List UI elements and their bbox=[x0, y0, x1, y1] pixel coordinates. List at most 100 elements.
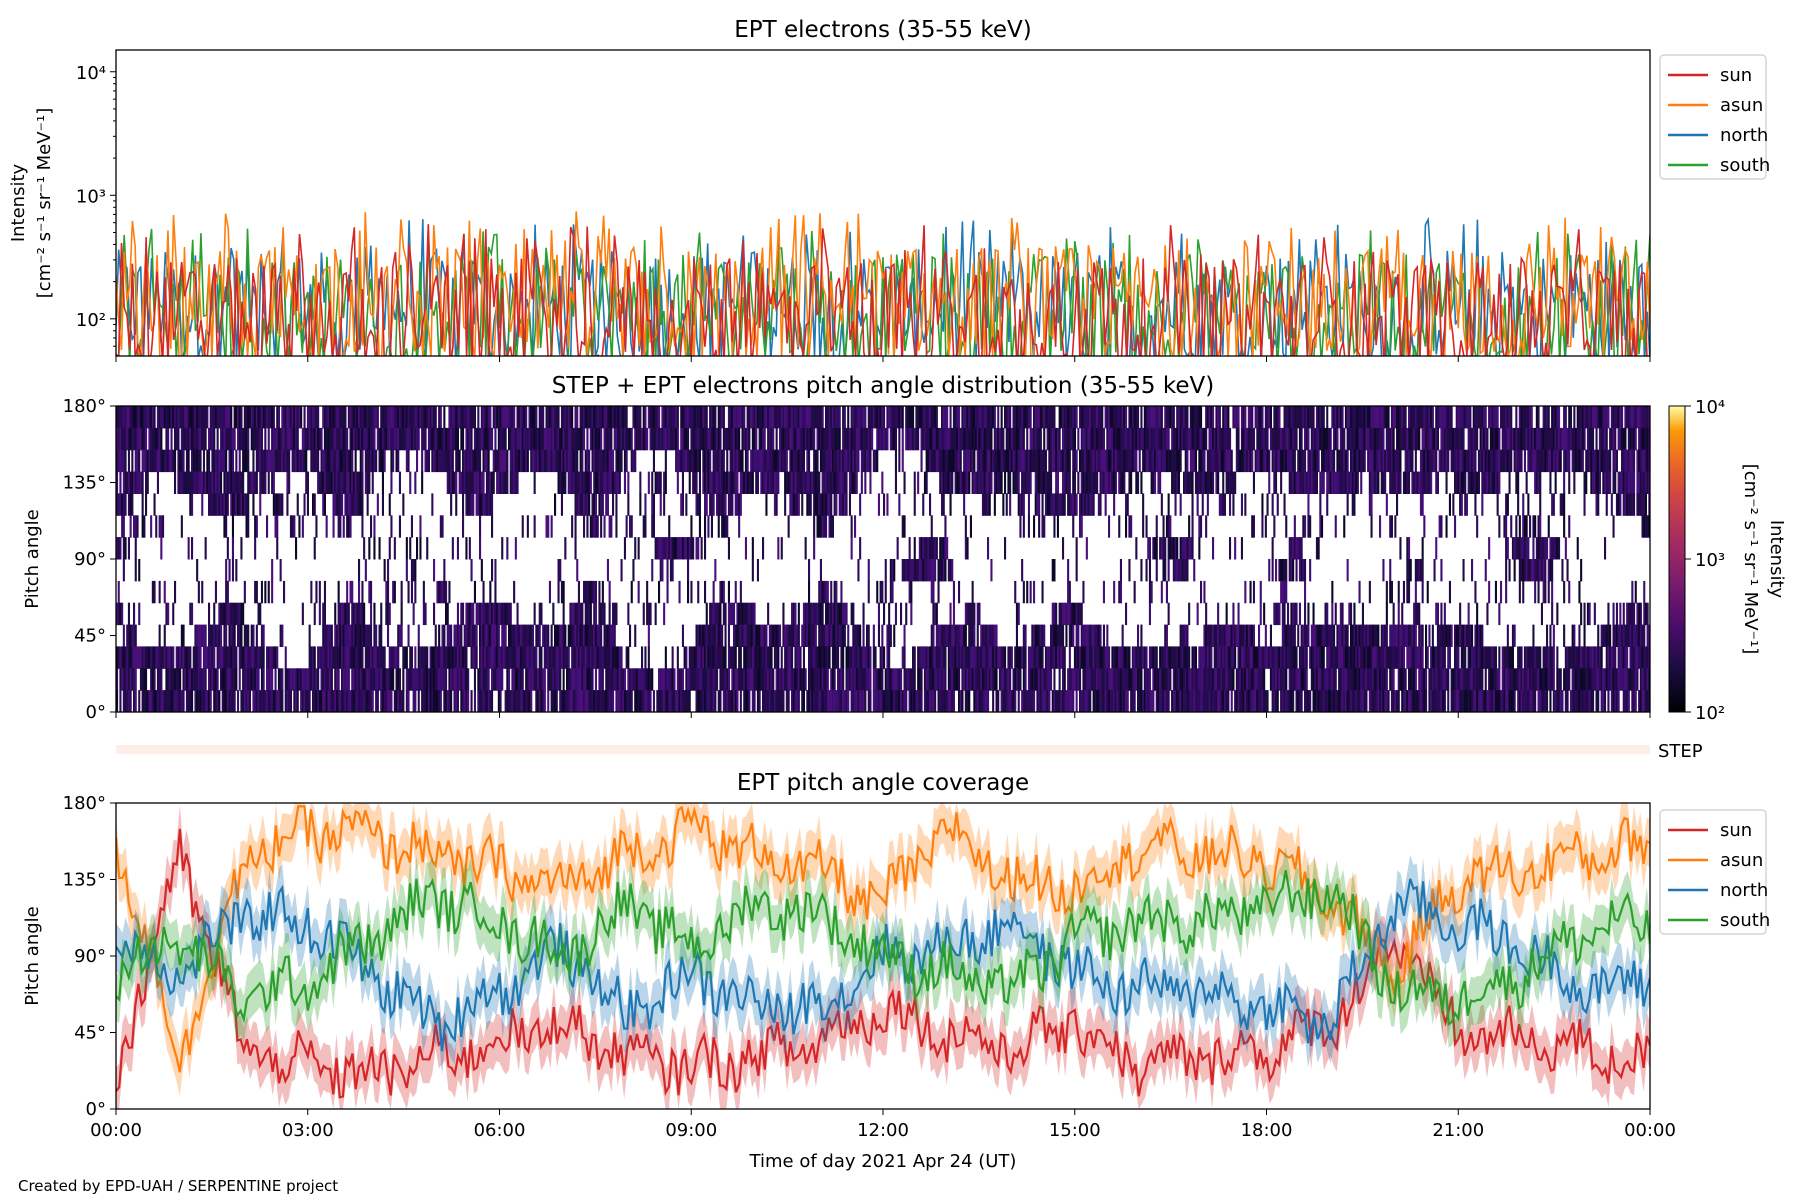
heatmap-cell bbox=[337, 580, 340, 604]
heatmap-cell bbox=[958, 646, 961, 669]
heatmap-cell bbox=[1125, 449, 1128, 473]
heatmap-cell bbox=[320, 471, 323, 494]
heatmap-cell bbox=[313, 493, 316, 516]
heatmap-cell bbox=[908, 668, 911, 691]
heatmap-cell bbox=[235, 449, 238, 473]
heatmap-cell bbox=[388, 646, 391, 669]
heatmap-cell bbox=[1073, 602, 1076, 626]
intensity-y-label: Intensity bbox=[8, 163, 29, 242]
heatmap-cell bbox=[400, 624, 403, 647]
heatmap-cell bbox=[860, 646, 863, 669]
heatmap-cell bbox=[1082, 427, 1085, 451]
heatmap-cell bbox=[1102, 624, 1105, 647]
heatmap-cell bbox=[153, 493, 156, 516]
heatmap-cell bbox=[1084, 471, 1087, 494]
heatmap-cell bbox=[601, 406, 604, 429]
heatmap-cell bbox=[1033, 427, 1036, 451]
heatmap-cell bbox=[845, 449, 848, 473]
heatmap-cell bbox=[370, 515, 373, 538]
heatmap-cell bbox=[1051, 559, 1054, 582]
heatmap-cell bbox=[145, 471, 148, 494]
heatmap-cell bbox=[468, 537, 471, 560]
heatmap-cell bbox=[129, 493, 132, 516]
heatmap-cell bbox=[286, 493, 289, 516]
heatmap-cell bbox=[410, 515, 413, 538]
heatmap-cell bbox=[390, 449, 393, 473]
heatmap-cell bbox=[409, 668, 412, 691]
heatmap-cell bbox=[496, 406, 499, 429]
heatmap-cell bbox=[197, 406, 200, 429]
heatmap-cell bbox=[1077, 602, 1080, 626]
heatmap-cell bbox=[886, 427, 889, 451]
heatmap-cell bbox=[189, 690, 192, 712]
heatmap-cell bbox=[983, 427, 986, 451]
heatmap-cell bbox=[492, 449, 495, 473]
heatmap-cell bbox=[150, 427, 153, 451]
heatmap-cell bbox=[629, 690, 632, 712]
heatmap-cell bbox=[750, 602, 753, 626]
heatmap-cell bbox=[949, 493, 952, 516]
heatmap-cell bbox=[405, 668, 408, 691]
heatmap-cell bbox=[260, 580, 263, 604]
heatmap-cell bbox=[862, 624, 865, 647]
heatmap-cell bbox=[1160, 406, 1163, 429]
heatmap-cell bbox=[821, 646, 824, 669]
heatmap-cell bbox=[305, 668, 308, 691]
heatmap-cell bbox=[630, 580, 633, 604]
heatmap-cell bbox=[526, 690, 529, 712]
heatmap-cell bbox=[562, 471, 565, 494]
heatmap-cell bbox=[303, 493, 306, 516]
heatmap-cell bbox=[121, 449, 124, 473]
heatmap-cell bbox=[733, 427, 736, 451]
heatmap-cell bbox=[463, 646, 466, 669]
heatmap-cell bbox=[197, 580, 200, 604]
heatmap-cell bbox=[802, 471, 805, 494]
heatmap-cell bbox=[436, 449, 439, 473]
heatmap-cell bbox=[1169, 515, 1172, 538]
heatmap-cell bbox=[378, 427, 381, 451]
heatmap-cell bbox=[966, 668, 969, 691]
heatmap-cell bbox=[451, 537, 454, 560]
heatmap-cell bbox=[1143, 449, 1146, 473]
heatmap-cell bbox=[1130, 449, 1133, 473]
heatmap-cell bbox=[196, 449, 199, 473]
heatmap-cell bbox=[298, 515, 301, 538]
heatmap-cell bbox=[1164, 646, 1167, 669]
heatmap-cell bbox=[775, 427, 778, 451]
heatmap-cell bbox=[494, 668, 497, 691]
heatmap-cell bbox=[208, 624, 211, 647]
heatmap-cell bbox=[608, 646, 611, 669]
heatmap-cell bbox=[941, 646, 944, 669]
heatmap-cell bbox=[888, 668, 891, 691]
heatmap-cell bbox=[1172, 668, 1175, 691]
heatmap-cell bbox=[366, 449, 369, 473]
heatmap-cell bbox=[1150, 646, 1153, 669]
heatmap-cell bbox=[894, 427, 897, 451]
heatmap-cell bbox=[518, 427, 521, 451]
heatmap-cell bbox=[192, 646, 195, 669]
heatmap-cell bbox=[274, 646, 277, 669]
heatmap-cell bbox=[509, 690, 512, 712]
heatmap-cell bbox=[301, 515, 304, 538]
heatmap-cell bbox=[150, 449, 153, 473]
heatmap-cell bbox=[346, 690, 349, 712]
heatmap-cell bbox=[811, 602, 814, 626]
heatmap-cell bbox=[1106, 668, 1109, 691]
heatmap-cell bbox=[398, 427, 401, 451]
heatmap-cell bbox=[765, 471, 768, 494]
heatmap-cell bbox=[443, 427, 446, 451]
heatmap-cell bbox=[680, 406, 683, 429]
heatmap-cell bbox=[445, 449, 448, 473]
heatmap-cell bbox=[283, 427, 286, 451]
heatmap-cell bbox=[743, 690, 746, 712]
heatmap-cell bbox=[225, 427, 228, 451]
heatmap-cell bbox=[1009, 493, 1012, 516]
heatmap-cell bbox=[1056, 624, 1059, 647]
heatmap-cell bbox=[445, 580, 448, 604]
heatmap-cell bbox=[1010, 449, 1013, 473]
heatmap-cell bbox=[791, 668, 794, 691]
heatmap-cell bbox=[320, 646, 323, 669]
heatmap-cell bbox=[978, 668, 981, 691]
heatmap-cell bbox=[513, 471, 516, 494]
heatmap-cell bbox=[165, 646, 168, 669]
